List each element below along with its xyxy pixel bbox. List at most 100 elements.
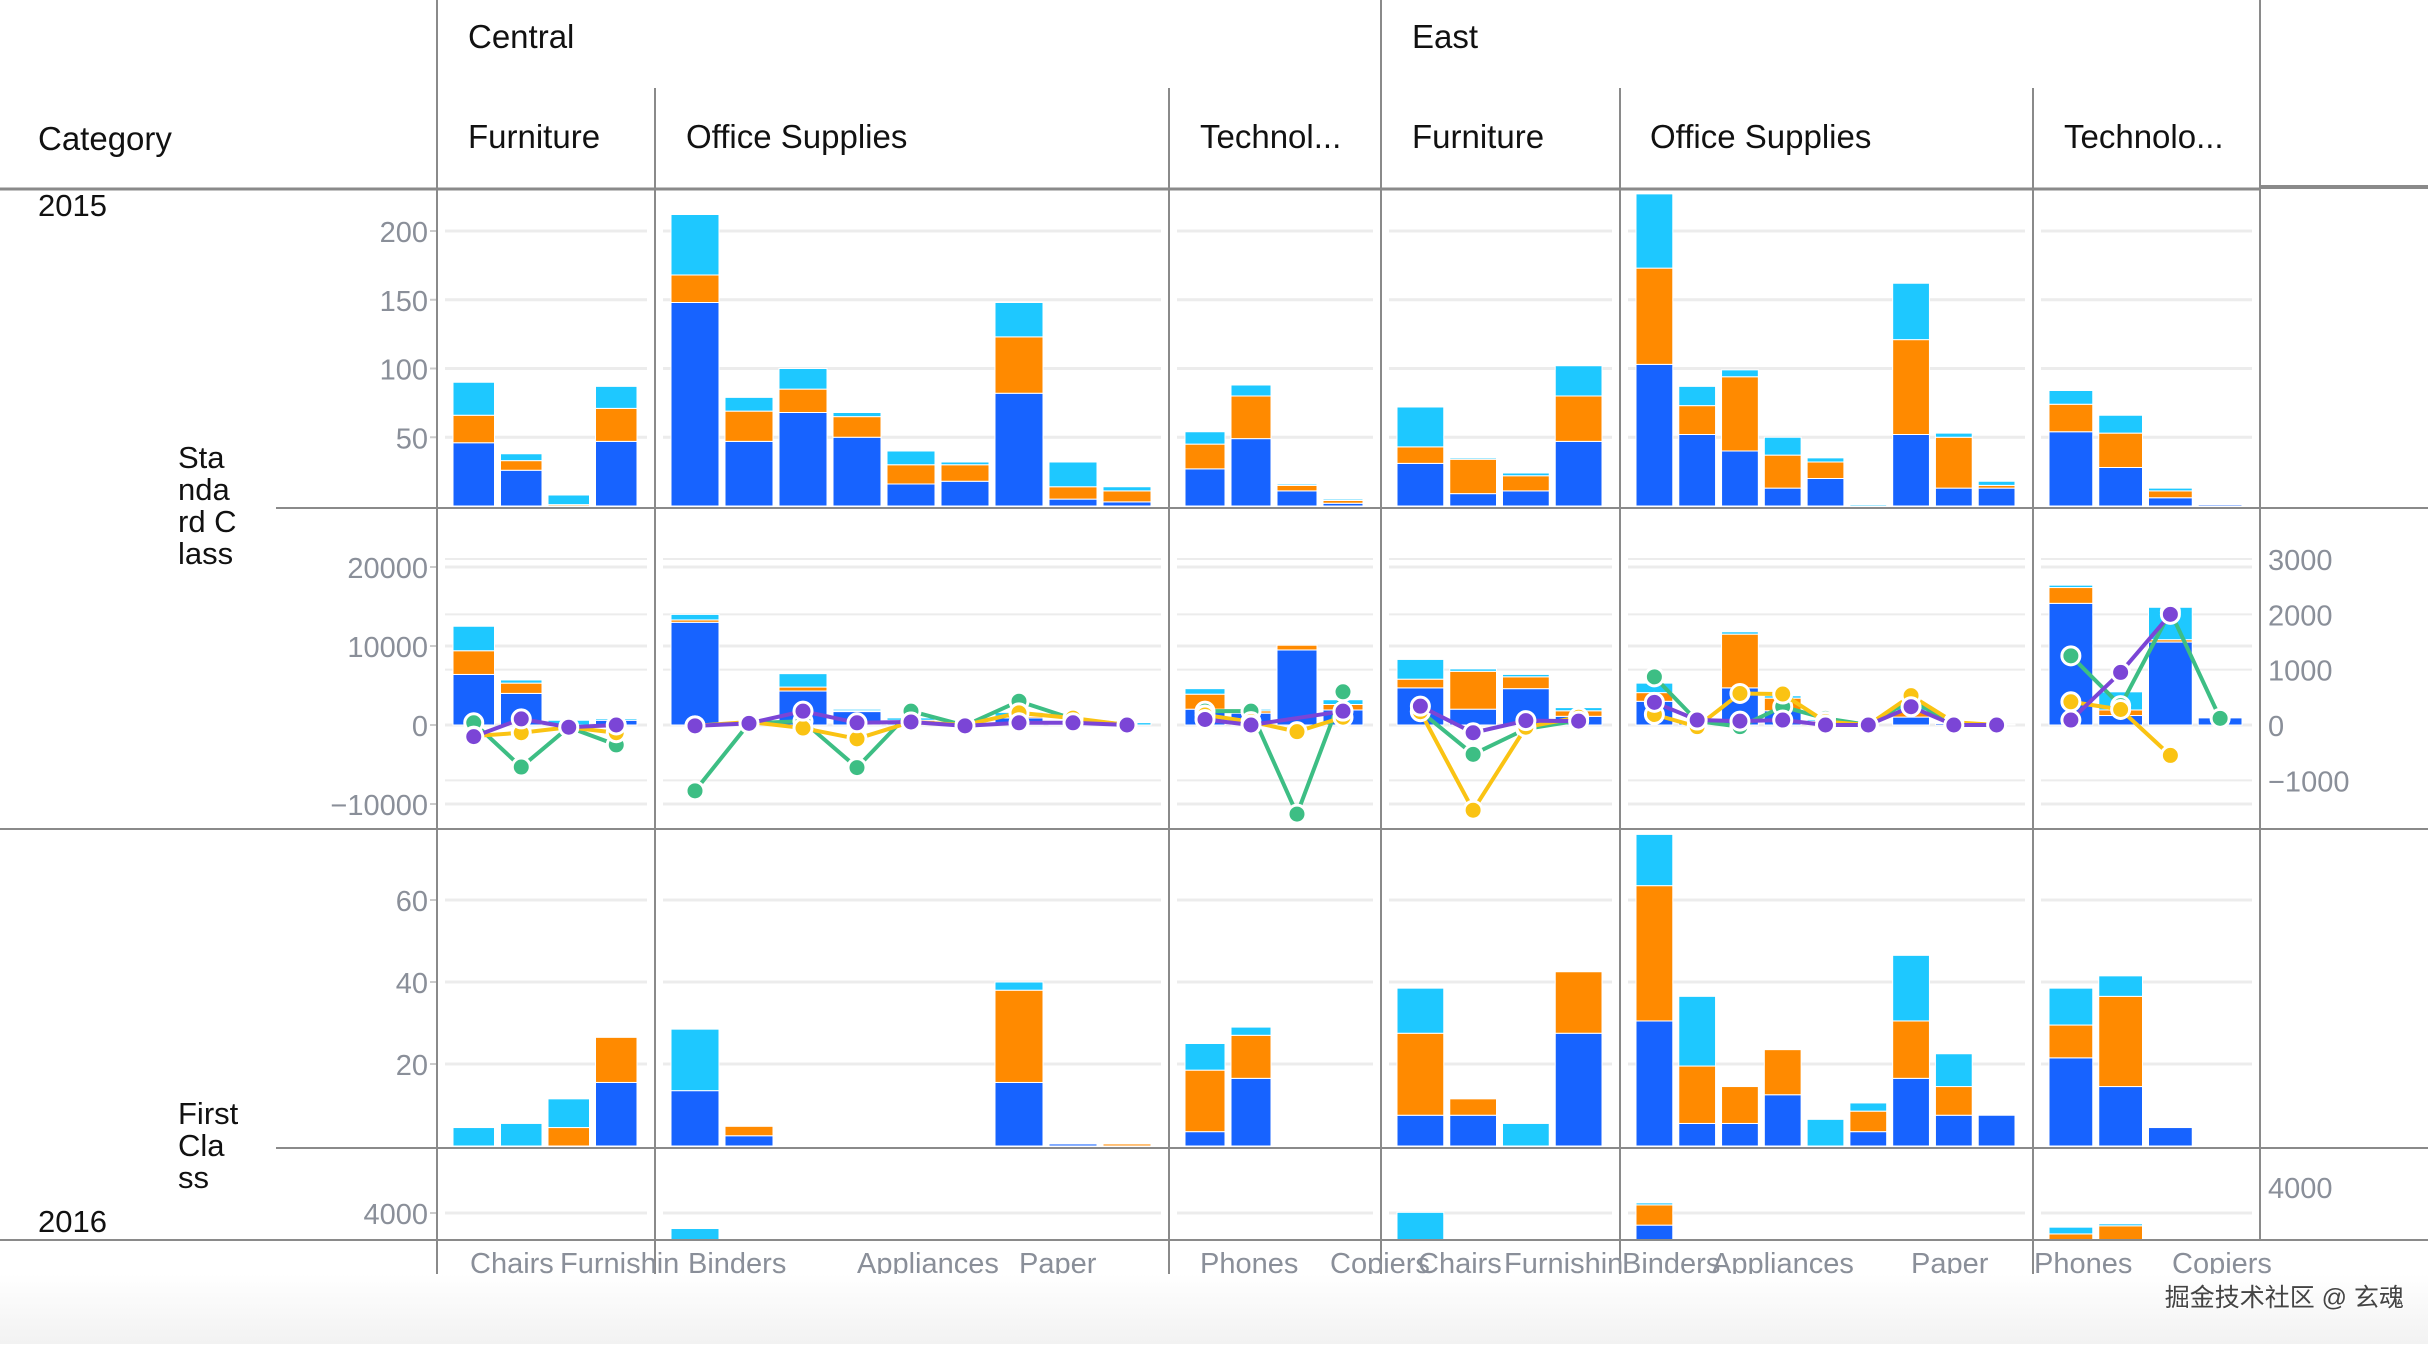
bar-segment xyxy=(670,302,720,507)
bar-segment xyxy=(670,274,720,303)
bar-segment xyxy=(1635,1224,1674,1241)
bar-segment xyxy=(1977,1114,2016,1147)
profit-point-green xyxy=(1643,666,1665,688)
bar-segment xyxy=(832,436,882,507)
bar-segment xyxy=(1502,673,1550,678)
row-header-first-class: First Cla ss xyxy=(178,1096,239,1195)
profit-point-green xyxy=(2209,707,2231,729)
y-tick-label: 60 xyxy=(396,886,428,918)
bar-segment xyxy=(1763,436,1802,456)
bar-segment xyxy=(994,1081,1044,1147)
y2-tick-label: 4000 xyxy=(2268,1173,2333,1205)
bar-segment xyxy=(1635,1204,1674,1226)
bar-segment xyxy=(2197,504,2243,507)
bar-segment xyxy=(1806,457,1845,463)
profit-point-purple xyxy=(1194,708,1216,730)
profit-point-purple xyxy=(1900,696,1922,718)
bar-segment xyxy=(1934,1114,1973,1147)
bar-segment xyxy=(1806,461,1845,479)
bar-segment xyxy=(832,416,882,438)
bar-segment xyxy=(500,453,543,462)
bar-segment xyxy=(1721,1086,1759,1124)
bar-segment xyxy=(2148,497,2193,507)
bar-segment xyxy=(1763,487,1802,507)
bar-segment xyxy=(1449,457,1497,460)
bar-segment xyxy=(1230,1034,1272,1079)
profit-point-purple xyxy=(900,711,922,733)
bar-segment xyxy=(1184,1043,1226,1071)
profit-point-yellow xyxy=(792,717,814,739)
profit-point-purple xyxy=(1815,714,1836,736)
bar-segment xyxy=(452,625,495,652)
bar-segment xyxy=(940,464,990,482)
profit-point-purple xyxy=(684,715,706,737)
profit-point-purple xyxy=(2159,603,2181,625)
bar-segment xyxy=(1934,432,1973,438)
bar-segment xyxy=(1763,1049,1802,1096)
bar-segment xyxy=(547,1098,590,1129)
bar-segment xyxy=(1276,484,1318,492)
bar-segment xyxy=(1934,1053,1973,1088)
bar-segment xyxy=(2048,1024,2094,1059)
bar-segment xyxy=(2048,584,2094,589)
bar-segment xyxy=(1635,1020,1674,1147)
bar-segment xyxy=(2148,490,2193,499)
category-header-central-technology: Technol... xyxy=(1200,118,1342,155)
y-tick-label: 50 xyxy=(396,423,428,455)
bar-segment xyxy=(1892,954,1930,1022)
bar-segment xyxy=(832,708,882,712)
profit-line-purple xyxy=(473,716,617,739)
bar-segment xyxy=(1184,1069,1226,1133)
bar-segment xyxy=(1449,493,1497,507)
row-header-standard-class: Sta nda rd C lass xyxy=(178,440,237,571)
bar-segment xyxy=(500,469,543,507)
bar-segment xyxy=(940,461,990,466)
bar-segment xyxy=(1554,365,1603,397)
bar-segment xyxy=(1892,339,1930,435)
bar-segment xyxy=(1763,1094,1802,1147)
bar-segment xyxy=(1892,1077,1930,1147)
bar-segment xyxy=(1048,461,1098,488)
profit-point-green xyxy=(1286,803,1308,825)
bar-segment xyxy=(1184,688,1226,695)
bar-segment xyxy=(1721,369,1759,378)
y-tick-label: 0 xyxy=(412,711,428,743)
bar-segment xyxy=(595,1081,638,1147)
profit-point-purple xyxy=(1515,710,1537,732)
bar-segment xyxy=(500,682,543,694)
bar-segment xyxy=(1184,468,1226,507)
bar-segment xyxy=(2098,467,2143,507)
profit-point-purple xyxy=(1240,714,1262,736)
bar-segment xyxy=(1230,1077,1272,1147)
bar-segment xyxy=(1635,885,1674,1022)
bar-segment xyxy=(2098,995,2143,1088)
bar-segment xyxy=(1554,1032,1603,1147)
profit-line-green xyxy=(472,721,617,770)
bar-segment xyxy=(886,483,936,507)
bar-segment xyxy=(1502,475,1550,492)
bar-segment xyxy=(1276,490,1318,507)
bar-segment xyxy=(670,1028,720,1092)
y-tick-label: 10000 xyxy=(347,632,428,664)
profit-point-purple xyxy=(1986,714,2008,736)
category-header-east-furniture: Furniture xyxy=(1412,118,1545,155)
bar-segment xyxy=(1977,480,2016,486)
bar-segment xyxy=(1721,450,1759,507)
profit-point-purple xyxy=(792,700,814,722)
bar-segment xyxy=(1396,658,1445,680)
y-tick-label: 4000 xyxy=(363,1199,428,1231)
bar-segment xyxy=(1806,478,1845,507)
profit-point-purple xyxy=(1116,714,1138,736)
category-header-central-office-supplies: Office Supplies xyxy=(686,118,908,155)
bar-segment xyxy=(1721,631,1759,635)
profit-point-green xyxy=(684,780,706,802)
bar-segment xyxy=(994,336,1044,394)
bar-segment xyxy=(2098,1223,2143,1227)
bar-segment xyxy=(1396,446,1445,464)
bar-segment xyxy=(1934,487,1973,507)
bar-segment xyxy=(1849,1131,1888,1147)
bar-segment xyxy=(940,480,990,507)
profit-point-purple xyxy=(1462,722,1484,744)
profit-point-purple xyxy=(1062,712,1084,734)
bar-segment xyxy=(1102,501,1152,507)
